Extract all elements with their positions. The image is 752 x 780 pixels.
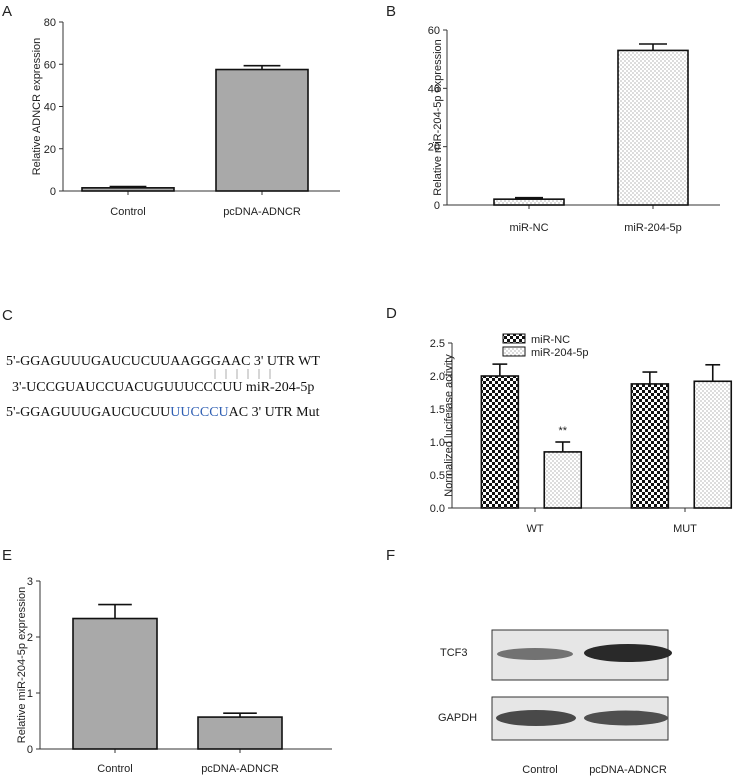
y-tick-label-a: 0 [50, 186, 56, 198]
y-axis-title-d: Normalized luciferase activity [443, 354, 455, 497]
y-axis-title-a: Relative ADNCR expression [31, 38, 43, 176]
sequence-mut-site: UUCCCU [170, 405, 228, 420]
y-tick-label-e: 2 [27, 632, 33, 644]
bar-a [215, 68, 309, 192]
y-tick-label-d: 0.5 [430, 470, 445, 482]
panel-label-b: B [386, 3, 396, 20]
significance-mark-d: ** [558, 425, 567, 437]
y-tick-label-e: 3 [27, 576, 33, 588]
band-gapdh-pcdna-adncr [584, 710, 668, 726]
band-gapdh-control [496, 710, 576, 726]
x-tick-label-d: WT [526, 523, 543, 535]
blot-lane-control: Control [522, 764, 557, 776]
panel-label-f: F [386, 547, 395, 564]
y-tick-label-a: 80 [44, 17, 56, 29]
blot-label-gapdh: GAPDH [438, 712, 477, 724]
bar-e [197, 716, 283, 750]
y-tick-label-d: 1.5 [430, 404, 445, 416]
bar-b [493, 198, 565, 206]
bar-a [81, 187, 175, 192]
base-pair-lines [214, 369, 271, 379]
sequence-alignment: 5'-GGAGUUUGAUCUCUUAAGGGAAC 3' UTR WT 3'-… [6, 354, 320, 420]
x-tick-label-a: pcDNA-ADNCR [223, 206, 301, 218]
panel-label-d: D [386, 305, 397, 322]
y-tick-label-b: 20 [428, 142, 440, 154]
legend-label-d: miR-NC [531, 334, 570, 346]
panel-label-c: C [2, 307, 13, 324]
sequence-mut-suffix: AC 3' UTR Mut [229, 405, 320, 420]
legend-label-d: miR-204-5p [531, 347, 588, 359]
blot-label-tcf3: TCF3 [440, 647, 468, 659]
y-tick-label-d: 2.5 [430, 338, 445, 350]
x-tick-label-d: MUT [673, 523, 697, 535]
sequence-utr-wt: 5'-GGAGUUUGAUCUCUUAAGGGAAC 3' UTR WT [6, 354, 320, 369]
bar-d [693, 380, 733, 509]
x-tick-label-b: miR-NC [509, 222, 548, 234]
y-tick-label-e: 0 [27, 744, 33, 756]
chart-b: 0 20 40 60 Relative miR-204-5p expression miR… [428, 25, 720, 234]
y-axis-title-b: Relative miR-204-5p expression [432, 39, 444, 196]
bar-b [617, 49, 689, 206]
western-blot: TCF3 GAPDH Control pcDNA-ADNCR [438, 629, 672, 776]
y-tick-label-d: 1.0 [430, 437, 445, 449]
y-tick-label-d: 2.0 [430, 371, 445, 383]
y-axis-title-e: Relative miR-204-5p expression [16, 587, 28, 744]
sequence-mirna: 3'-UCCGUAUCCUACUGUUUCCCUU miR-204-5p [12, 380, 314, 395]
band-tcf3-control [497, 648, 573, 660]
sequence-mut-prefix: 5'-GGAGUUUGAUCUCUU [6, 405, 170, 420]
x-tick-label-e: pcDNA-ADNCR [201, 763, 279, 775]
bar-d [630, 383, 670, 509]
x-tick-label-a: Control [110, 206, 145, 218]
x-tick-label-e: Control [97, 763, 132, 775]
x-tick-label-b: miR-204-5p [624, 222, 681, 234]
bar-d [543, 451, 583, 509]
y-tick-label-b: 0 [434, 200, 440, 212]
bar-d [480, 375, 520, 509]
chart-d: 0.0 0.5 1.0 1.5 2.0 2.5 Normalized luciferase … [430, 333, 733, 535]
y-tick-label-b: 40 [428, 83, 440, 95]
blot-lane-pcdna-adncr: pcDNA-ADNCR [589, 764, 667, 776]
y-tick-label-a: 20 [44, 144, 56, 156]
bar-e [72, 617, 158, 750]
panel-label-a: A [2, 3, 12, 20]
y-tick-label-b: 60 [428, 25, 440, 37]
legend-swatch-d [502, 333, 526, 344]
y-tick-label-d: 0.0 [430, 503, 445, 515]
band-tcf3-pcdna-adncr [584, 644, 672, 662]
y-tick-label-e: 1 [27, 688, 33, 700]
y-tick-label-a: 60 [44, 59, 56, 71]
panel-label-e: E [2, 547, 12, 564]
sequence-utr-mut: 5'-GGAGUUUGAUCUCUUUUCCCUAC 3' UTR Mut [6, 405, 320, 420]
y-tick-label-a: 40 [44, 102, 56, 114]
legend-swatch-d [502, 346, 526, 357]
